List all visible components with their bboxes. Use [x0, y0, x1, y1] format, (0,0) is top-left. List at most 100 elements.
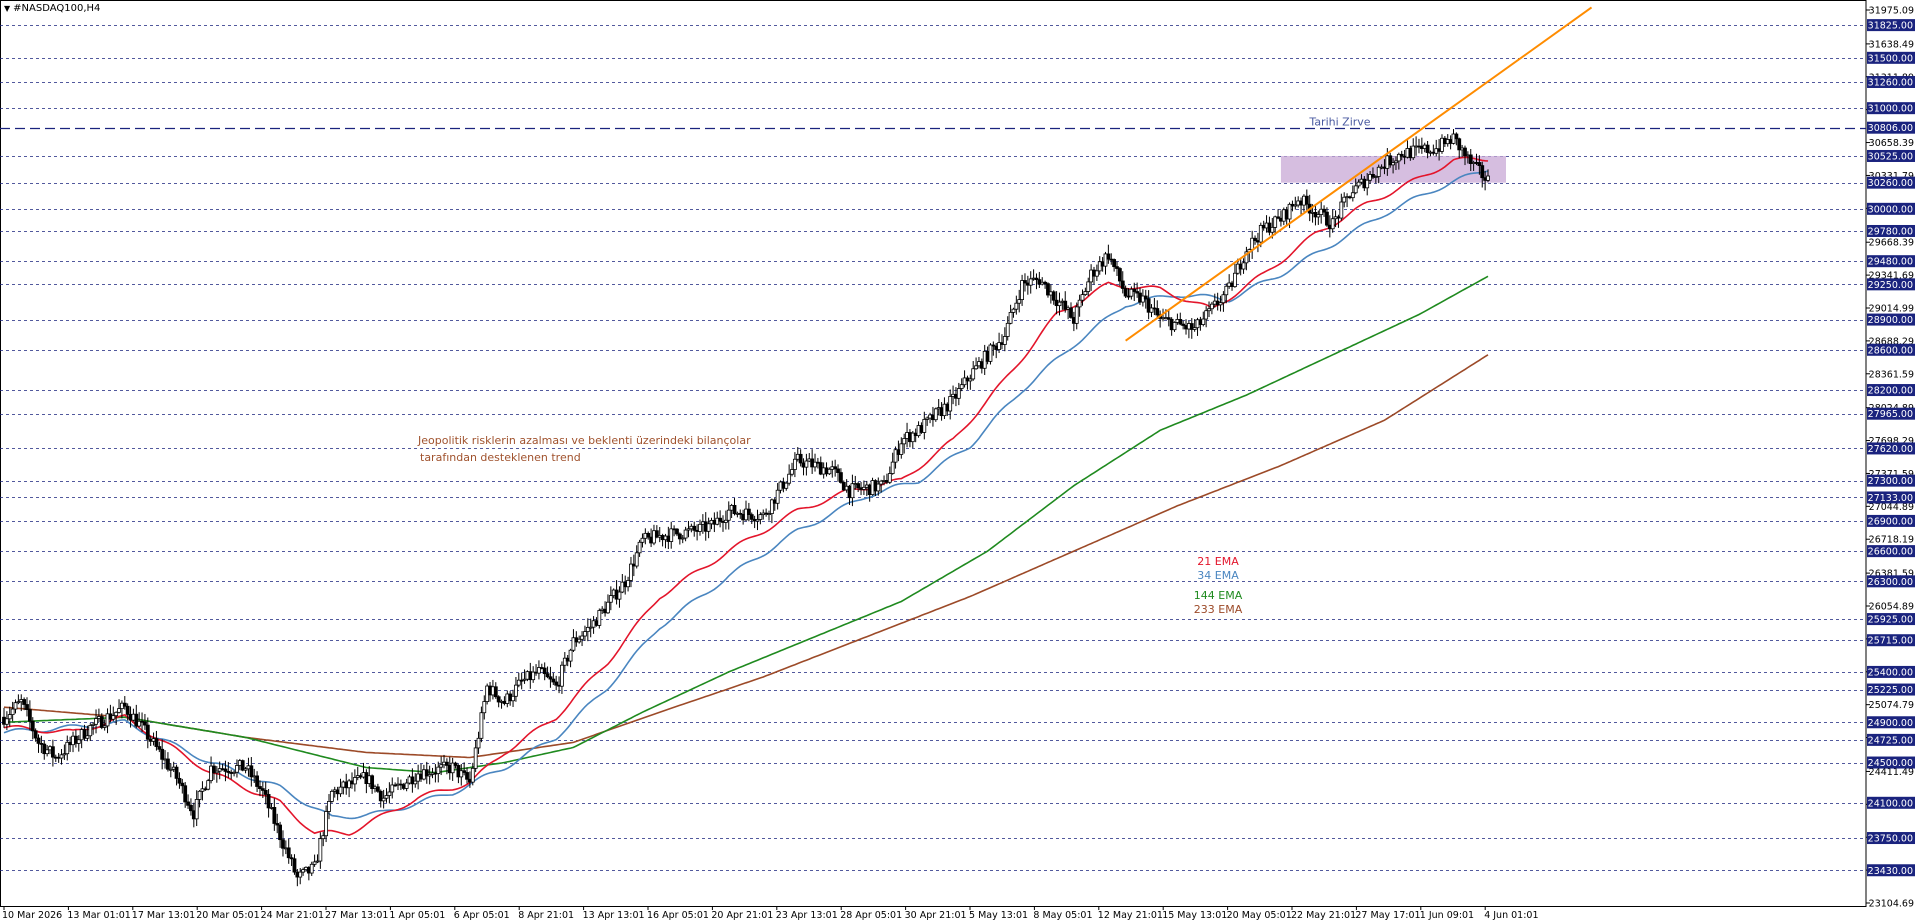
y-tick-label: 28688.29 [1869, 336, 1914, 347]
candle-body [375, 786, 380, 792]
x-tick-label: 12 May 21:01 [1098, 910, 1163, 921]
candle-body [755, 519, 760, 522]
candle [968, 374, 973, 390]
candle-body [787, 473, 792, 484]
candle [732, 498, 737, 516]
candle [16, 694, 21, 705]
candle [212, 763, 216, 780]
level-price-label: 28200.00 [1868, 386, 1913, 397]
candle-body [850, 483, 855, 499]
candle-body [479, 712, 484, 739]
candle-body [718, 517, 723, 522]
candle-body [212, 765, 216, 774]
candle-body [948, 396, 953, 412]
candle [177, 772, 182, 789]
candle [956, 382, 961, 406]
candle [1069, 302, 1073, 319]
candle [375, 783, 380, 793]
candle-body [956, 388, 961, 399]
candle [775, 483, 780, 510]
candle-body [1241, 262, 1246, 270]
candle [1376, 164, 1381, 184]
candle-body [551, 678, 556, 683]
triangle-down-icon[interactable]: ▼ [4, 4, 11, 13]
candle-body [42, 743, 47, 755]
candle-body [790, 469, 794, 475]
candle [910, 430, 915, 448]
candle [1373, 175, 1378, 184]
symbol-text: #NASDAQ100,H4 [13, 3, 101, 14]
candle-body [1371, 173, 1375, 178]
candle [577, 635, 582, 644]
candle-body [45, 749, 50, 755]
candle-body [1258, 224, 1263, 243]
x-tick-label: 30 Apr 21:01 [905, 910, 967, 921]
candle [1330, 209, 1335, 233]
level-price-label: 26900.00 [1868, 516, 1913, 527]
candle [1273, 215, 1278, 236]
candle-body [1486, 175, 1490, 181]
level-price-tag [1867, 255, 1915, 268]
candle-body [798, 453, 803, 464]
candle-body [988, 344, 993, 362]
candle [260, 781, 265, 799]
candle [893, 446, 898, 469]
candle [370, 774, 375, 794]
candle-body [922, 419, 927, 433]
candle [1325, 207, 1329, 227]
candle [387, 782, 392, 804]
candle-body [275, 823, 280, 826]
candle-body [1244, 251, 1249, 264]
candle-body [206, 780, 211, 790]
candle [292, 854, 297, 875]
candle-body [686, 528, 691, 531]
candle [836, 464, 840, 482]
candle-body [775, 489, 780, 504]
candle [1011, 307, 1016, 318]
candle-body [266, 794, 271, 809]
candle [174, 764, 179, 786]
candle-body [669, 528, 674, 542]
candle-body [82, 729, 87, 739]
candle [887, 466, 892, 485]
candle-body [1135, 291, 1140, 294]
candle-body [338, 786, 343, 795]
candle [1304, 189, 1309, 211]
candle-body [1391, 162, 1395, 166]
candle [50, 739, 55, 767]
candle-body [327, 801, 331, 812]
candle [114, 711, 119, 725]
candle [798, 449, 803, 467]
candle-body [1037, 279, 1042, 285]
candle [278, 821, 282, 848]
candle [1434, 139, 1439, 157]
candle [1468, 148, 1473, 172]
candle-body [1120, 280, 1125, 289]
y-tick-label: 26054.89 [1869, 601, 1914, 612]
candle-body [991, 344, 996, 347]
candle [232, 770, 236, 777]
candle [243, 766, 248, 774]
candle [1253, 235, 1257, 245]
candle [1399, 150, 1404, 161]
symbol-label[interactable]: ▼ #NASDAQ100,H4 [4, 3, 100, 14]
trendline [1125, 6, 1593, 342]
candle-body [677, 533, 682, 540]
level-price-tag [1867, 796, 1915, 809]
level-price-label: 24100.00 [1868, 798, 1913, 809]
candle [827, 467, 832, 475]
candle [258, 780, 262, 797]
x-tick-label: 1 Jun 09:01 [1420, 910, 1474, 921]
candle [1244, 246, 1249, 271]
candle-body [286, 847, 291, 859]
candle-body [384, 795, 389, 799]
candle [318, 832, 323, 869]
candle-body [1468, 154, 1473, 164]
candle [551, 672, 556, 685]
candle [1241, 258, 1246, 274]
candle-body [50, 746, 55, 758]
y-tick-label: 27698.29 [1869, 436, 1914, 447]
candle-body [223, 768, 228, 772]
candle [143, 713, 147, 730]
